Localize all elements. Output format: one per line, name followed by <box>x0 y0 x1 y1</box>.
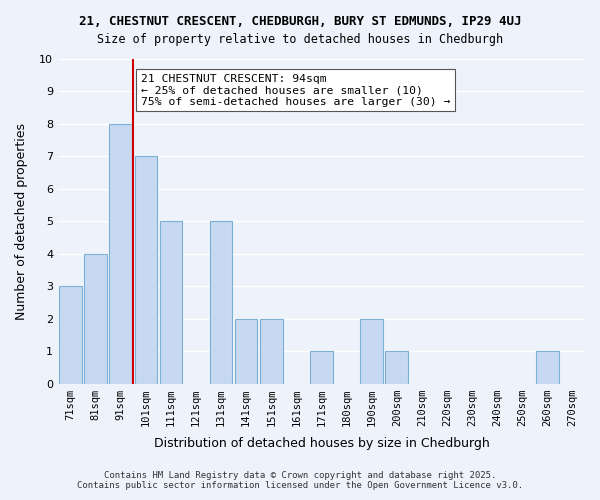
Bar <box>361 318 383 384</box>
Bar <box>260 318 283 384</box>
Bar <box>109 124 132 384</box>
X-axis label: Distribution of detached houses by size in Chedburgh: Distribution of detached houses by size … <box>154 437 490 450</box>
Bar <box>210 222 232 384</box>
Bar <box>134 156 157 384</box>
Text: 21 CHESTNUT CRESCENT: 94sqm
← 25% of detached houses are smaller (10)
75% of sem: 21 CHESTNUT CRESCENT: 94sqm ← 25% of det… <box>141 74 450 107</box>
Y-axis label: Number of detached properties: Number of detached properties <box>15 123 28 320</box>
Text: Size of property relative to detached houses in Chedburgh: Size of property relative to detached ho… <box>97 32 503 46</box>
Bar <box>59 286 82 384</box>
Bar <box>536 351 559 384</box>
Bar <box>235 318 257 384</box>
Bar <box>85 254 107 384</box>
Bar <box>310 351 333 384</box>
Bar <box>160 222 182 384</box>
Bar <box>385 351 408 384</box>
Text: 21, CHESTNUT CRESCENT, CHEDBURGH, BURY ST EDMUNDS, IP29 4UJ: 21, CHESTNUT CRESCENT, CHEDBURGH, BURY S… <box>79 15 521 28</box>
Text: Contains HM Land Registry data © Crown copyright and database right 2025.
Contai: Contains HM Land Registry data © Crown c… <box>77 470 523 490</box>
